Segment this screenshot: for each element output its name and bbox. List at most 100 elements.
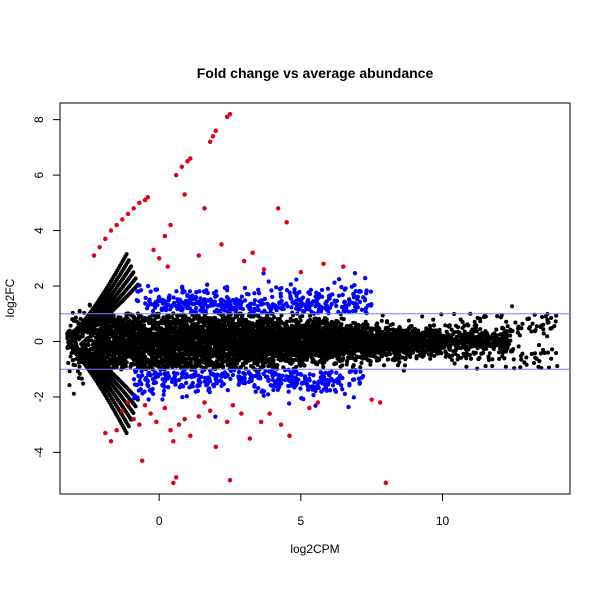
nonsignificant-point xyxy=(233,347,238,352)
nonsignificant-point xyxy=(157,326,162,331)
nonsignificant-point xyxy=(481,347,486,352)
nonsignificant-point xyxy=(349,355,354,360)
nonsignificant-point xyxy=(156,339,161,344)
nonsignificant-point xyxy=(198,340,204,345)
nonsignificant-point xyxy=(315,362,320,367)
nonsignificant-point xyxy=(384,320,390,325)
nonsignificant-point xyxy=(123,364,128,369)
nonsignificant-point xyxy=(341,356,346,361)
nonsignificant-point xyxy=(281,321,286,326)
nonsignificant-point xyxy=(243,358,248,363)
nonsignificant-point xyxy=(376,358,381,363)
nonsignificant-point xyxy=(357,345,362,350)
nonsignificant-point xyxy=(359,361,364,366)
nonsignificant-point xyxy=(106,359,111,365)
nonsignificant-point xyxy=(325,322,330,327)
nonsignificant-point xyxy=(151,360,156,365)
nonsignificant-point xyxy=(421,353,426,358)
nonsignificant-point xyxy=(248,363,254,369)
nonsignificant-point xyxy=(257,355,262,360)
nonsignificant-point xyxy=(311,326,316,331)
nonsignificant-point xyxy=(391,327,396,332)
nonsignificant-point xyxy=(379,318,384,323)
nonsignificant-point xyxy=(189,333,194,338)
nonsignificant-point xyxy=(177,320,182,325)
nonsignificant-point xyxy=(136,314,142,320)
nonsignificant-point xyxy=(230,320,235,325)
nonsignificant-point xyxy=(483,332,488,337)
nonsignificant-point xyxy=(205,317,210,323)
nonsignificant-point xyxy=(159,336,164,342)
nonsignificant-point xyxy=(367,342,372,347)
nonsignificant-point xyxy=(207,323,212,328)
nonsignificant-point xyxy=(388,332,393,337)
nonsignificant-point xyxy=(322,360,327,365)
nonsignificant-point xyxy=(211,319,216,324)
nonsignificant-point xyxy=(355,355,360,360)
nonsignificant-point xyxy=(201,360,206,365)
nonsignificant-point xyxy=(468,356,474,361)
nonsignificant-point xyxy=(275,317,280,322)
nonsignificant-point xyxy=(358,365,363,370)
nonsignificant-point xyxy=(182,352,187,357)
nonsignificant-point xyxy=(131,328,136,333)
nonsignificant-point xyxy=(372,327,377,332)
nonsignificant-point xyxy=(163,347,168,352)
nonsignificant-point xyxy=(322,327,327,333)
nonsignificant-point xyxy=(319,321,325,326)
nonsignificant-point xyxy=(238,319,243,324)
nonsignificant-point xyxy=(402,363,408,368)
nonsignificant-point xyxy=(126,319,131,324)
nonsignificant-point xyxy=(449,327,454,332)
nonsignificant-point xyxy=(187,356,192,361)
nonsignificant-point xyxy=(253,347,258,352)
nonsignificant-point xyxy=(447,337,452,342)
nonsignificant-point xyxy=(286,350,291,356)
nonsignificant-point xyxy=(228,312,233,317)
nonsignificant-point xyxy=(167,321,172,326)
nonsignificant-point xyxy=(184,347,189,353)
nonsignificant-point xyxy=(118,315,123,320)
nonsignificant-point xyxy=(235,326,240,331)
nonsignificant-point xyxy=(117,351,122,357)
nonsignificant-point xyxy=(252,355,257,360)
nonsignificant-point xyxy=(374,323,379,328)
nonsignificant-point xyxy=(300,334,305,339)
nonsignificant-point xyxy=(194,344,199,349)
nonsignificant-point xyxy=(135,350,140,355)
nonsignificant-point xyxy=(319,358,324,363)
nonsignificant-point xyxy=(456,330,461,335)
nonsignificant-point xyxy=(101,353,106,358)
nonsignificant-point xyxy=(377,340,383,345)
nonsignificant-point xyxy=(340,363,345,368)
nonsignificant-point xyxy=(204,355,209,360)
nonsignificant-point xyxy=(413,335,418,340)
nonsignificant-point xyxy=(199,316,205,321)
nonsignificant-point xyxy=(241,319,246,324)
nonsignificant-point xyxy=(346,355,351,360)
nonsignificant-point xyxy=(134,338,139,343)
nonsignificant-point xyxy=(260,325,265,330)
nonsignificant-point xyxy=(309,352,315,357)
nonsignificant-point xyxy=(300,313,305,319)
nonsignificant-point xyxy=(403,340,408,345)
nonsignificant-point xyxy=(239,350,244,355)
nonsignificant-point xyxy=(170,365,175,370)
nonsignificant-point xyxy=(226,322,231,327)
nonsignificant-point xyxy=(247,358,252,363)
nonsignificant-point xyxy=(310,356,315,361)
nonsignificant-point xyxy=(323,318,328,323)
nonsignificant-point xyxy=(317,353,322,358)
nonsignificant-point xyxy=(130,323,136,328)
nonsignificant-point xyxy=(247,352,252,357)
nonsignificant-point xyxy=(165,313,170,319)
nonsignificant-point xyxy=(397,353,402,358)
nonsignificant-point xyxy=(185,330,190,335)
nonsignificant-point xyxy=(215,318,220,323)
nonsignificant-point xyxy=(156,314,161,320)
nonsignificant-point xyxy=(180,342,185,348)
y-axis-label: log2FC xyxy=(3,278,17,317)
nonsignificant-point xyxy=(132,315,137,320)
nonsignificant-point xyxy=(341,317,346,322)
nonsignificant-point xyxy=(388,322,393,327)
